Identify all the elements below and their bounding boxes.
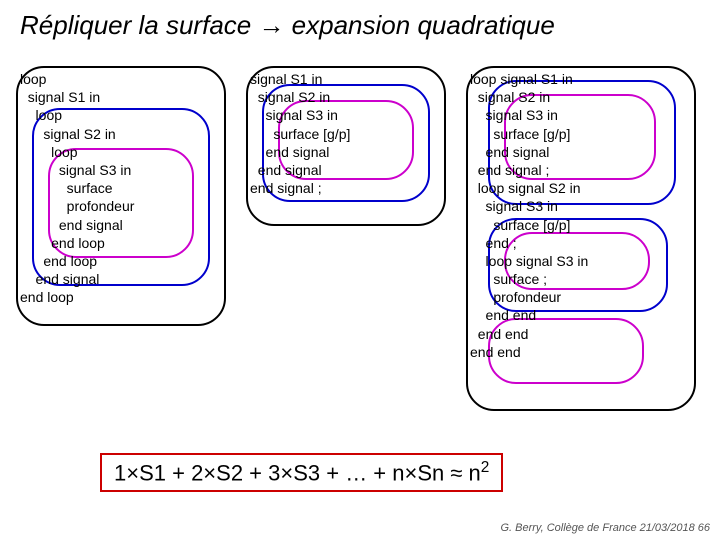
col3-code: loop signal S1 in signal S2 in signal S3… [470, 70, 588, 361]
formula-box: 1×S1 + 2×S2 + 3×S3 + … + n×Sn ≈ n2 [100, 453, 503, 492]
column-1: loop signal S1 in loop signal S2 in loop… [10, 60, 240, 430]
column-2: signal S1 in signal S2 in signal S3 in s… [240, 60, 460, 430]
slide-footer: G. Berry, Collège de France 21/03/2018 6… [500, 522, 710, 534]
col2-code: signal S1 in signal S2 in signal S3 in s… [250, 70, 350, 197]
column-3: loop signal S1 in signal S2 in signal S3… [460, 60, 710, 430]
col1-code: loop signal S1 in loop signal S2 in loop… [20, 70, 134, 306]
columns-container: loop signal S1 in loop signal S2 in loop… [10, 60, 710, 430]
slide-title: Répliquer la surface → expansion quadrat… [0, 0, 720, 41]
